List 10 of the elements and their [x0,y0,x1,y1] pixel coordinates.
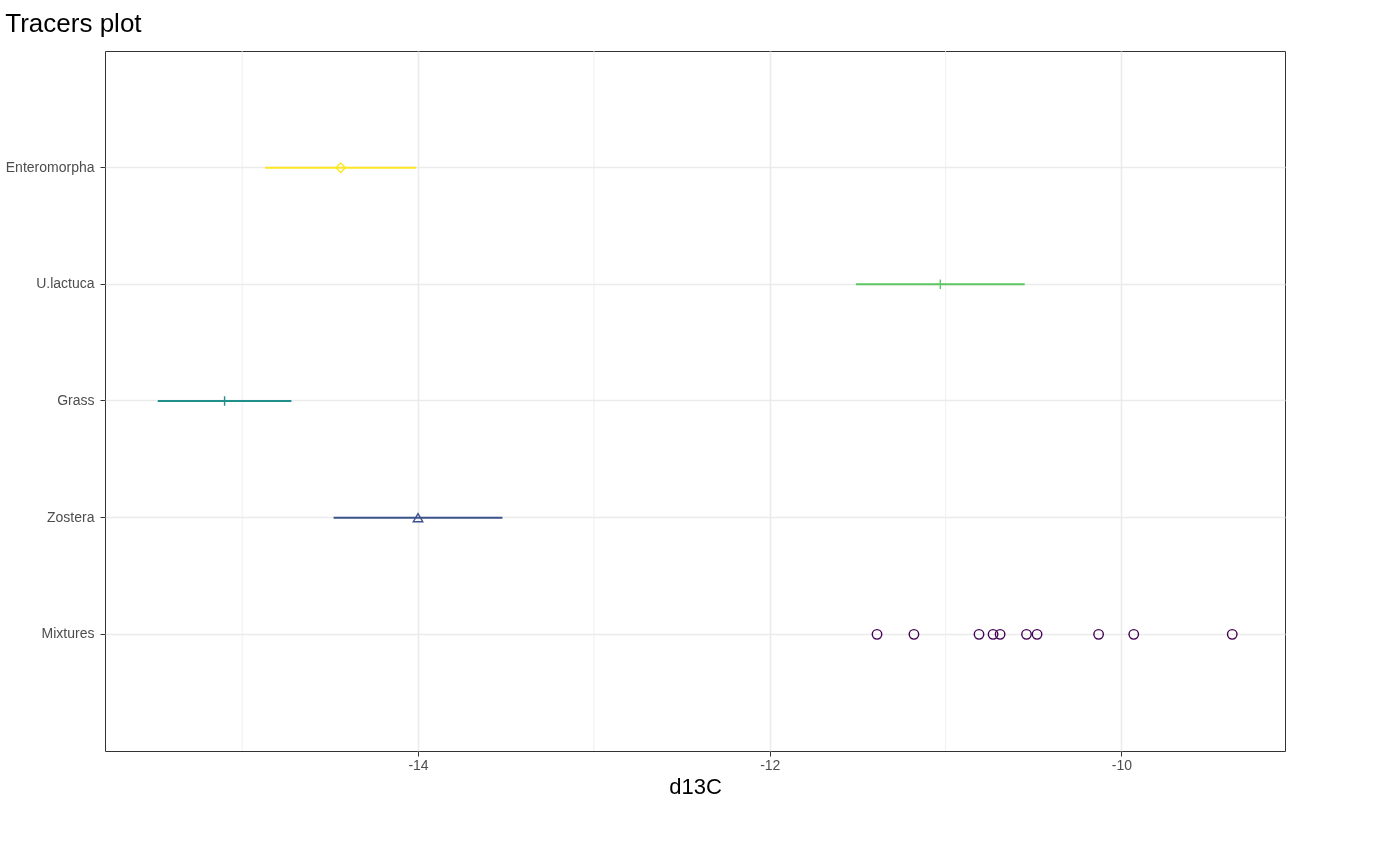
y-tick-label: Grass [57,392,95,408]
x-tick-label: -12 [760,756,781,773]
x-tick-label: -10 [1111,756,1133,773]
chart-title: Tracers plot [5,7,143,38]
y-tick-label: Mixtures [41,625,95,642]
x-axis-title: d13C [669,773,722,799]
y-tick-label: U.lactuca [36,275,95,292]
x-tick-label: -14 [408,756,429,773]
y-tick-label: Zostera [47,508,95,525]
y-tick-label: Enteromorpha [5,158,95,175]
